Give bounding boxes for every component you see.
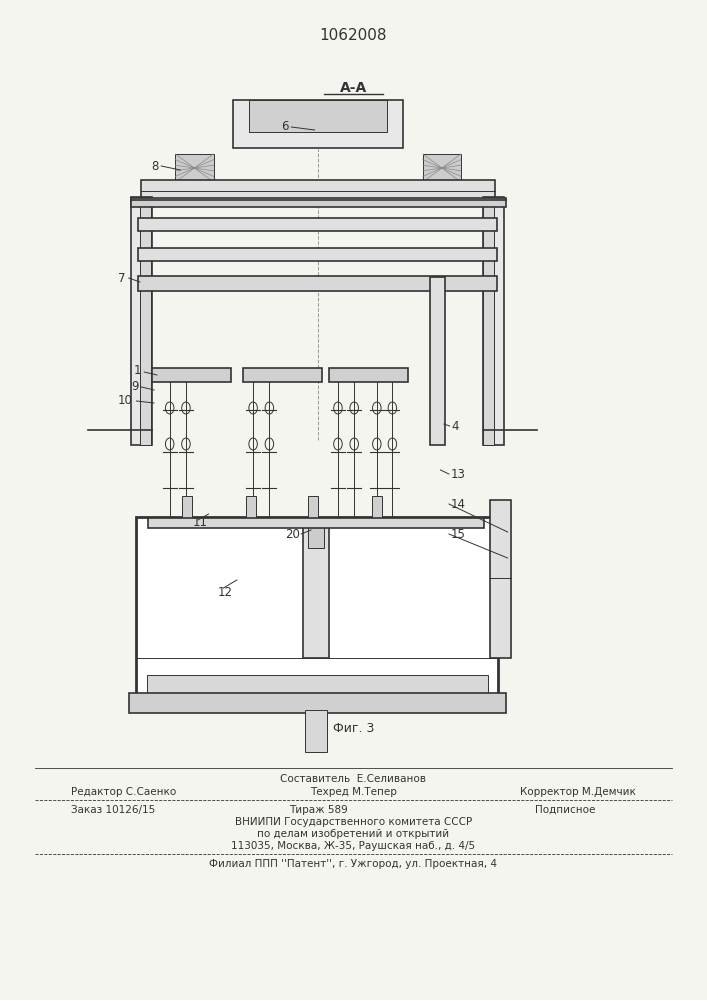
Text: 10: 10	[118, 394, 133, 408]
Bar	[329, 368, 408, 382]
Bar	[430, 277, 445, 445]
Bar	[175, 154, 214, 182]
Bar	[246, 496, 256, 526]
Bar	[305, 710, 327, 752]
Bar	[249, 100, 387, 132]
Bar	[129, 693, 506, 713]
Text: Составитель  Е.Селиванов: Составитель Е.Селиванов	[281, 774, 426, 784]
Text: по делам изобретений и открытий: по делам изобретений и открытий	[257, 829, 450, 839]
Bar	[131, 198, 506, 207]
Text: Корректор М.Демчик: Корректор М.Демчик	[520, 787, 636, 797]
Text: 4: 4	[451, 420, 459, 432]
Text: 12: 12	[218, 585, 233, 598]
Text: 13: 13	[451, 468, 466, 481]
Text: А-А: А-А	[340, 81, 367, 95]
Text: ВНИИПИ Государственного комитета СССР: ВНИИПИ Государственного комитета СССР	[235, 817, 472, 827]
Text: Редактор С.Саенко: Редактор С.Саенко	[71, 787, 176, 797]
Text: 14: 14	[451, 497, 466, 510]
Text: 113035, Москва, Ж-35, Раушская наб., д. 4/5: 113035, Москва, Ж-35, Раушская наб., д. …	[231, 841, 476, 851]
Text: 6: 6	[281, 120, 288, 133]
Text: Тираж 589: Тираж 589	[288, 805, 348, 815]
Text: 8: 8	[151, 159, 158, 172]
Bar	[372, 496, 382, 526]
Bar	[138, 276, 497, 291]
Bar	[141, 180, 495, 200]
Text: Техред М.Тепер: Техред М.Тепер	[310, 787, 397, 797]
Text: 9: 9	[131, 379, 139, 392]
Bar	[147, 675, 488, 693]
Bar	[490, 500, 511, 658]
Bar	[308, 524, 324, 548]
Bar	[182, 496, 192, 526]
Bar	[140, 197, 151, 445]
Bar	[303, 526, 329, 658]
Bar	[131, 197, 152, 445]
Bar	[136, 517, 498, 695]
Bar	[308, 496, 318, 526]
Text: 1: 1	[134, 363, 141, 376]
Text: Подписное: Подписное	[535, 805, 596, 815]
Bar	[483, 197, 494, 445]
Text: Заказ 10126/15: Заказ 10126/15	[71, 805, 155, 815]
Bar	[483, 197, 504, 445]
Bar	[138, 218, 497, 231]
Text: 1062008: 1062008	[320, 27, 387, 42]
Text: Фиг. 3: Фиг. 3	[333, 722, 374, 734]
Text: Филиал ППП ''Патент'', г. Ужгород, ул. Проектная, 4: Филиал ППП ''Патент'', г. Ужгород, ул. П…	[209, 859, 498, 869]
Text: 7: 7	[118, 271, 126, 284]
Bar	[423, 154, 461, 182]
Bar	[148, 518, 484, 528]
Text: 15: 15	[451, 528, 466, 540]
Text: 11: 11	[192, 516, 207, 530]
Bar	[233, 100, 403, 148]
Bar	[152, 368, 231, 382]
Text: 20: 20	[285, 528, 300, 540]
Bar	[243, 368, 322, 382]
Bar	[138, 248, 497, 261]
